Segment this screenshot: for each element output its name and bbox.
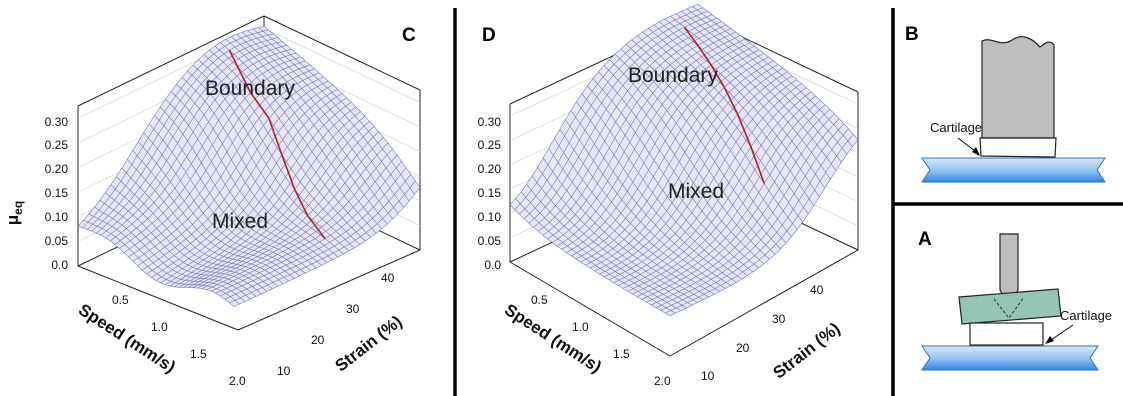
surface-mesh	[77, 25, 421, 308]
panel-c-x-tick: 0.5	[112, 293, 129, 307]
panel-d-z-tick: 0.10	[478, 210, 502, 224]
panel-d-label: D	[482, 25, 496, 46]
panel-d-x-tick: 2.0	[654, 374, 671, 388]
panel-d-y-tick: 20	[736, 341, 750, 355]
panel-c-x-axis-label: Speed (mm/s)	[75, 300, 179, 377]
panel-d-z-ticks: 0.30 0.25 0.20 0.15 0.10 0.05 0.0	[478, 115, 502, 272]
surface-mesh	[509, 3, 859, 317]
panel-d-surface	[509, 3, 859, 317]
panel-b-arrowhead-icon	[972, 147, 980, 156]
panel-a-arrowhead-icon	[1045, 336, 1054, 344]
panel-d-x-axis-label: Speed (mm/s)	[501, 300, 605, 377]
axis-line	[509, 261, 671, 357]
panel-c: C 0.30 0.25 0.20 0.15 0.10 0.05 0.0 μeq …	[3, 15, 421, 388]
panel-c-x-tick: 1.5	[190, 347, 207, 361]
cartilage-sample	[979, 137, 1057, 158]
axis-line	[263, 15, 421, 91]
panel-c-y-tick: 40	[381, 271, 395, 285]
panel-c-x-ticks: 0.5 1.0 1.5 2.0	[112, 293, 246, 388]
cylindrical-indenter	[981, 36, 1055, 139]
panel-c-boundary-line	[228, 49, 326, 240]
panel-d-z-tick: 0.20	[478, 162, 502, 176]
panel-c-region-mixed: Mixed	[212, 210, 268, 233]
indentation-outline	[993, 296, 1025, 319]
panel-c-label: C	[402, 25, 416, 46]
panel-a-cartilage-label: Cartilage	[1060, 308, 1112, 323]
panel-c-z-tick: 0.25	[45, 138, 69, 152]
panel-d-z-tick: 0.05	[478, 234, 502, 248]
panel-c-x-tick: 1.0	[151, 320, 168, 334]
panel-d-region-mixed: Mixed	[668, 180, 724, 203]
panel-c-z-tick: 0.30	[45, 115, 69, 129]
panel-a: A Cartilage	[918, 229, 1112, 371]
axis-line	[77, 265, 239, 331]
panel-d-z-tick: 0.0	[484, 258, 501, 272]
axis-line	[669, 249, 859, 357]
panel-d-y-ticks: 10 20 30 40	[701, 283, 824, 383]
panel-c-region-boundary: Boundary	[205, 77, 295, 100]
panel-d-region-boundary: Boundary	[628, 64, 718, 87]
panel-b-cartilage-label: Cartilage	[930, 120, 982, 135]
panel-d-x-ticks: 0.5 1.0 1.5 2.0	[531, 293, 671, 388]
panel-c-x-tick: 2.0	[229, 374, 246, 388]
panel-c-y-tick: 30	[346, 302, 360, 316]
boundary-transition-line	[683, 26, 765, 184]
panel-d-x-tick: 1.5	[613, 347, 630, 361]
panel-c-z-tick: 0.20	[45, 162, 69, 176]
panel-c-z-tick: 0.0	[51, 258, 68, 272]
panel-d-z-tick: 0.15	[478, 186, 502, 200]
panel-c-z-tick: 0.15	[45, 186, 69, 200]
panel-d-y-axis-label: Strain (%)	[770, 319, 844, 383]
panel-c-z-ticks: 0.30 0.25 0.20 0.15 0.10 0.05 0.0	[45, 115, 69, 272]
panel-d-y-tick: 10	[701, 369, 715, 383]
panel-c-y-ticks: 10 20 30 40	[277, 271, 395, 378]
panel-c-y-tick: 10	[277, 364, 291, 378]
cartilage-sample-tilted	[958, 288, 1062, 325]
panel-d: D 0.30 0.25 0.20 0.15 0.10 0.05 0.0 0.5 …	[478, 3, 859, 388]
axis-line	[237, 249, 421, 331]
panel-b-label: B	[905, 24, 919, 45]
panel-d-y-tick: 30	[772, 312, 786, 326]
panel-d-z-tick: 0.25	[478, 138, 502, 152]
panel-b: B Cartilage	[905, 24, 1106, 183]
panel-c-y-tick: 20	[311, 333, 325, 347]
panel-c-z-tick: 0.10	[45, 210, 69, 224]
axis-line	[77, 15, 265, 107]
panel-b-glass-plate	[921, 157, 1106, 183]
panel-d-boundary-line	[683, 26, 765, 184]
panel-c-surface	[77, 25, 421, 308]
panel-a-label: A	[918, 229, 932, 250]
panel-c-z-tick: 0.05	[45, 234, 69, 248]
panel-d-z-tick: 0.30	[478, 115, 502, 129]
panel-d-x-tick: 0.5	[531, 293, 548, 307]
panel-a-glass-plate	[921, 345, 1099, 371]
panel-d-x-tick: 1.0	[572, 320, 589, 334]
panel-d-y-tick: 40	[810, 283, 824, 297]
boundary-transition-line	[228, 49, 326, 240]
support-block	[969, 322, 1044, 346]
panel-c-y-axis-label: Strain (%)	[332, 312, 406, 376]
panel-c-z-axis-label: μeq	[3, 201, 25, 225]
